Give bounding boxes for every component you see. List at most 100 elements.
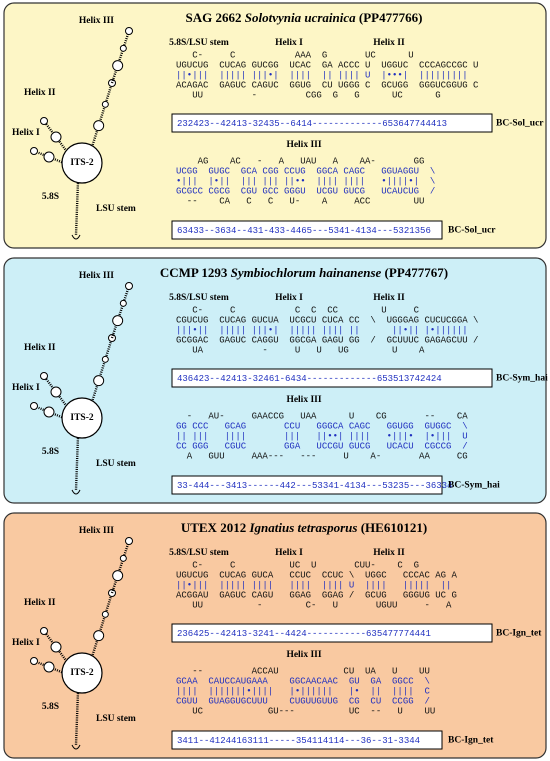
accession: (PP477767) [385,265,449,280]
label-helix-ii: Helix II [24,88,56,98]
loop [71,744,81,750]
section-header: Helix II [373,38,405,48]
structure-diagram [30,27,133,240]
accession: (PP477766) [359,10,423,25]
sequence-line: -- ACCAU CU UA U UU [176,666,430,676]
label-helix-iii: Helix III [79,526,114,536]
its2-loop [61,142,103,184]
panel-title: SAG 2662 Solotvynia ucrainica (PP477766) [186,10,423,25]
sequence-line: UC GU--- UC -- U UU [176,706,435,716]
sequence-line: ||•||| ||||| |||| |||| |||| U |||| |||||… [176,580,451,590]
barcode-box [171,368,493,388]
structure-diagram [30,537,133,750]
section-header: Helix II [373,293,405,303]
label-58s: 5.8S [42,192,59,202]
panel-title: UTEX 2012 Ignatius tetrasporus (HE610121… [181,520,427,535]
sequence-line: || ||| |||| ||| ||••| |||| •|||• |•||| U [176,431,468,441]
sequence-line: UGUCUG CUCAG GUCA CCUC CCUC \ UGGC CCCAC… [176,570,457,580]
sequence-line: |||•|| ||||| |||•| ||||| |||| || ||•|| |… [176,325,468,335]
sequence-line: C- C C C CC U C [176,305,420,315]
label-lsu: LSU stem [96,714,136,724]
label-helix-i: Helix I [12,128,40,138]
loop [30,657,38,665]
label-helix-i: Helix I [12,383,40,393]
loop [101,610,109,618]
sequence-line: ||•||| ||||| |||•| |||| || |||| U |•••| … [176,70,468,80]
barcode-box [171,113,493,133]
barcode-label: BC-Sol_ucr [496,119,544,129]
loop [43,661,55,673]
loop [43,151,55,163]
section-header: Helix II [373,548,405,558]
sequence-line: CGUCUG CUCAG GUCUA UCGCU CUCA CC \ UGGGA… [176,315,478,325]
its2-loop [61,397,103,439]
loop [119,554,127,562]
loop [93,375,105,387]
loop [101,355,109,363]
label-helix-i: Helix I [12,638,40,648]
sequence-line: GCGGAC GAGUC CAGGU GGCGA GAGU GG / GCUUU… [176,335,478,345]
loop [71,234,81,240]
loop [112,60,124,72]
sequence-line: UCGG GUGC GCA CGG CCUG GGCA CAGC GGUAGGU… [176,166,435,176]
its2-loop [61,652,103,694]
loop [125,282,133,290]
label-lsu: LSU stem [96,459,136,469]
barcode: 63433--3634--431-433-4465---5341-4134---… [177,226,431,236]
loop [71,489,81,495]
loop [50,641,62,653]
sequence-line: CGUU GUAGGUGCUUU CUGUUGUUG CG CU CCGG / [176,696,430,706]
loop [40,117,48,125]
sequence-line: UA - U U UG U A [176,345,425,355]
sequence-line: UU - C- U UGUU - A [176,600,452,610]
label-helix-iii: Helix III [79,271,114,281]
barcode-label: BC-Ign_tet [496,629,542,639]
panel-title: CCMP 1293 Symbiochlorum hainanense (PP47… [160,265,448,280]
loop [43,406,55,418]
sequence-line: -- CA C C U- A ACC UU [176,196,424,206]
label-its2: ITS-2 [70,158,93,168]
stem [74,690,80,746]
sequence-line: ACGGAU GAGUC CAGU GGAG GGAG / GCUG GGGUG… [176,590,457,600]
section-header: Helix III [286,395,321,405]
barcode-label: BC-Ign_tet [448,736,494,746]
species: Solotvynia ucrainica [245,10,356,25]
loop [93,120,105,132]
sequence-line: AG AC - A UAU A AA- GG [176,156,424,166]
loop [93,630,105,642]
label-58s: 5.8S [42,702,59,712]
loop [125,537,133,545]
stem [110,285,131,339]
section-header: Helix I [275,38,303,48]
loop [125,27,133,35]
sequence-line: •||| |•|| ||| ||| ||•• |||| |||| •||||•|… [176,176,435,186]
sequence-line: GG CCC GCAG CCU GGGCA CAGC GGUGG GUGGC \ [176,421,468,431]
strain: SAG 2662 [186,10,242,25]
panel: SAG 2662 Solotvynia ucrainica (PP477766)… [3,2,547,249]
label-its2: ITS-2 [70,413,93,423]
loop [112,570,124,582]
barcode-box [171,475,443,495]
label-helix-ii: Helix II [24,598,56,608]
label-lsu: LSU stem [96,204,136,214]
barcode-label: BC-Sym_hai [496,374,548,384]
barcode: 232423--42413-32435--6414-------------65… [177,119,447,129]
stem [110,540,131,594]
stem [110,30,131,84]
barcode: 3411--41244163111-----354114114---36--31… [177,736,420,746]
loop [40,372,48,380]
loop [40,627,48,635]
sequence-line: UU - CGG G G UC G [176,90,441,100]
barcode-box [171,623,493,643]
structure-diagram [30,282,133,495]
loop [119,44,127,52]
section-header: 5.8S/LSU stem [169,293,229,303]
sequence-line: GCGCC CGCG CGU GCC GGGU UCGU GUCG UCAUCU… [176,186,435,196]
loop [50,386,62,398]
loop [30,402,38,410]
stem [90,337,114,403]
barcode: 236425--42413-3241--4424-----------63547… [177,629,431,639]
species: Symbiochlorum hainanense [231,265,382,280]
sequence-line: CC GGG CGUC GGA UCCGU GUCG UCACU CGCCG / [176,441,468,451]
